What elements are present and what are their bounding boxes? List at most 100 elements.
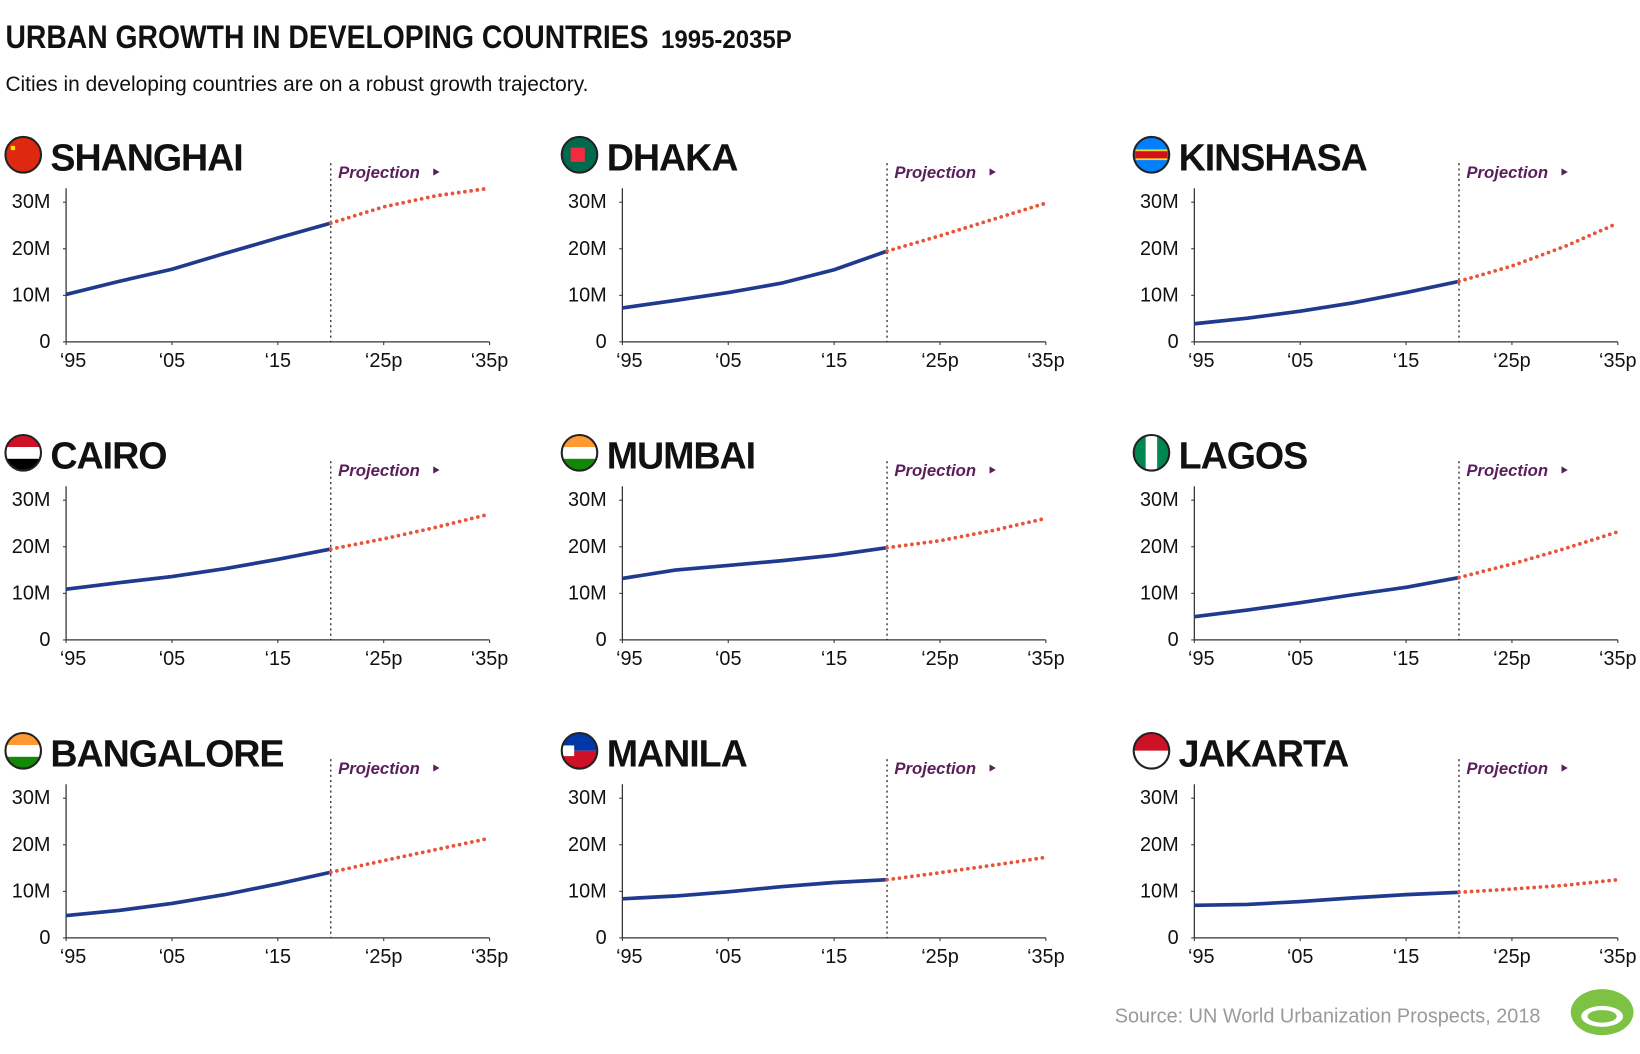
y-tick-label: 20M xyxy=(1140,238,1179,260)
y-tick-label: 0 xyxy=(39,927,50,949)
y-tick-label: 10M xyxy=(1140,880,1179,902)
y-tick-label: 20M xyxy=(568,238,607,260)
x-tick-label: ‘15 xyxy=(265,648,292,670)
y-tick-label: 10M xyxy=(12,880,51,902)
projection-label: Projection xyxy=(338,163,420,182)
history-line xyxy=(65,870,332,918)
projection-label: Projection xyxy=(894,759,976,778)
flag-part xyxy=(1135,151,1168,159)
y-tick-label: 30M xyxy=(12,787,51,809)
y-tick-label: 0 xyxy=(596,927,607,949)
projection-line xyxy=(1457,221,1620,284)
flag-ring xyxy=(1132,731,1171,770)
projection-arrow xyxy=(1561,764,1568,772)
city-panel: BANGALORE 0 10M 20M 30M ‘95 ‘05 ‘15 ‘25p ‘35p Proj… xyxy=(4,731,508,968)
projection-line xyxy=(885,855,1048,882)
flag-ring xyxy=(4,135,43,174)
projection-arrow xyxy=(989,466,996,474)
x-tick-label: ‘35p xyxy=(471,350,509,372)
history-line xyxy=(1194,890,1460,908)
y-tick-label: 0 xyxy=(1168,927,1179,949)
city-panel: SHANGHAI 0 10M 20M 30M ‘95 ‘05 ‘15 ‘25p ‘35p Proje… xyxy=(4,135,509,372)
flag-ring xyxy=(560,731,599,770)
y-tick-label: 10M xyxy=(568,284,607,306)
y-tick-label: 20M xyxy=(568,536,607,558)
flag-ring xyxy=(1132,433,1171,472)
flag xyxy=(1133,732,1170,769)
projection-line xyxy=(328,186,492,226)
projection-arrow xyxy=(989,764,996,772)
projection-arrow xyxy=(1561,168,1568,176)
x-tick-label: ‘05 xyxy=(159,350,186,372)
projection-label: Projection xyxy=(1466,461,1548,480)
y-tick-label: 20M xyxy=(568,834,607,856)
projection-line xyxy=(328,836,492,875)
flag-part xyxy=(5,458,42,471)
history-line xyxy=(622,545,888,581)
x-tick-label: ‘05 xyxy=(159,946,186,968)
city-title: LAGOS xyxy=(1179,434,1308,476)
history-line xyxy=(65,221,332,297)
projection-line xyxy=(1457,877,1620,895)
x-tick-label: ‘95 xyxy=(1188,946,1215,968)
x-tick-label: ‘95 xyxy=(616,946,643,968)
city-title: MUMBAI xyxy=(607,434,755,476)
y-tick-label: 20M xyxy=(12,238,51,260)
x-tick-label: ‘95 xyxy=(616,350,643,372)
x-tick-label: ‘25p xyxy=(365,648,403,670)
projection-arrow xyxy=(433,764,440,772)
x-tick-label: ‘95 xyxy=(1188,350,1215,372)
y-tick-label: 10M xyxy=(1140,582,1179,604)
x-tick-label: ‘95 xyxy=(60,946,87,968)
y-tick-label: 30M xyxy=(12,191,51,213)
y-tick-label: 0 xyxy=(596,331,607,353)
x-tick-label: ‘35p xyxy=(1599,648,1637,670)
city-title: SHANGHAI xyxy=(50,136,242,178)
flag-part xyxy=(5,745,42,757)
x-tick-label: ‘15 xyxy=(265,350,292,372)
logo xyxy=(1570,989,1634,1036)
x-tick-label: ‘15 xyxy=(1393,946,1420,968)
y-tick-label: 30M xyxy=(568,489,607,511)
flag-ring xyxy=(1132,135,1171,174)
projection-label: Projection xyxy=(338,759,420,778)
projection-line xyxy=(328,512,492,551)
city-panel: JAKARTA 0 10M 20M 30M ‘95 ‘05 ‘15 ‘25p ‘35p Projec… xyxy=(1132,731,1637,968)
flag-part xyxy=(5,447,42,459)
y-tick-label: 20M xyxy=(1140,536,1179,558)
y-tick-label: 20M xyxy=(12,834,51,856)
x-tick-label: ‘95 xyxy=(60,350,87,372)
x-tick-label: ‘05 xyxy=(1287,946,1314,968)
y-tick-label: 30M xyxy=(568,787,607,809)
flag xyxy=(561,732,598,769)
x-tick-label: ‘25p xyxy=(1493,350,1531,372)
projection-line xyxy=(885,516,1048,550)
flag-part xyxy=(561,447,598,459)
y-tick-label: 10M xyxy=(12,284,51,306)
x-tick-label: ‘15 xyxy=(265,946,292,968)
city-title: JAKARTA xyxy=(1179,732,1350,774)
x-tick-label: ‘35p xyxy=(1599,350,1637,372)
x-tick-label: ‘35p xyxy=(1027,946,1065,968)
title: URBAN GROWTH IN DEVELOPING COUNTRIES xyxy=(5,19,648,55)
x-tick-label: ‘25p xyxy=(921,946,959,968)
projection-line xyxy=(885,201,1048,253)
x-tick-label: ‘15 xyxy=(1393,648,1420,670)
y-tick-label: 10M xyxy=(12,582,51,604)
x-tick-label: ‘25p xyxy=(365,350,403,372)
y-tick-label: 20M xyxy=(1140,834,1179,856)
projection-label: Projection xyxy=(894,461,976,480)
city-panel: KINSHASA 0 10M 20M 30M ‘95 ‘05 ‘15 ‘25p ‘35p Proje… xyxy=(1132,135,1637,372)
city-title: DHAKA xyxy=(607,136,739,178)
x-tick-label: ‘25p xyxy=(1493,648,1531,670)
title-suffix: 1995-2035P xyxy=(661,26,792,54)
history-line xyxy=(622,249,888,310)
y-tick-label: 30M xyxy=(1140,489,1179,511)
x-tick-label: ‘25p xyxy=(365,946,403,968)
projection-line xyxy=(1457,529,1620,580)
flag-part xyxy=(561,458,598,471)
x-tick-label: ‘05 xyxy=(715,946,742,968)
city-title: KINSHASA xyxy=(1179,136,1368,178)
flag-ring xyxy=(560,433,599,472)
x-tick-label: ‘25p xyxy=(1493,946,1531,968)
